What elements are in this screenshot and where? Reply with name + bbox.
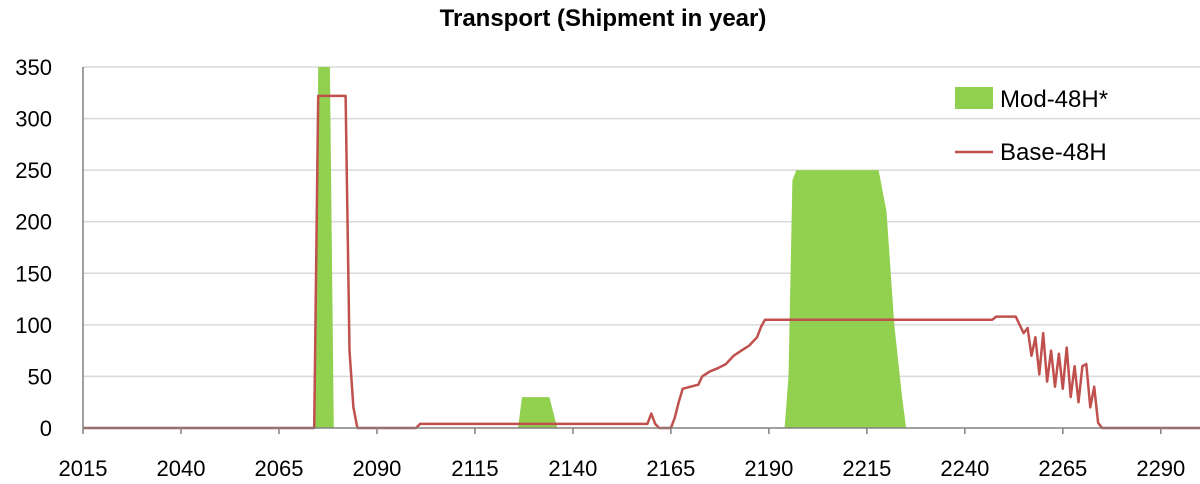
x-tick-label-2040: 2040: [157, 456, 206, 481]
y-tick-label-150: 150: [15, 261, 52, 286]
x-tick-label-2240: 2240: [940, 456, 989, 481]
grid-lines: [83, 66, 1200, 378]
x-tick-label-2165: 2165: [646, 456, 695, 481]
series-line-base-48h: [83, 94, 1200, 430]
x-tick-label-2015: 2015: [59, 456, 108, 481]
x-tick-label-2090: 2090: [352, 456, 401, 481]
series-area-mod-48h: [83, 67, 1200, 428]
x-tick-label-2140: 2140: [548, 456, 597, 481]
y-tick-label-350: 350: [15, 55, 52, 80]
y-tick-label-100: 100: [15, 313, 52, 338]
x-axis-tick-labels: 2015 2040 2065 2090 2115 2140 2165 2190 2215 2240…: [59, 456, 1186, 481]
chart-title: Transport (Shipment in year): [440, 5, 767, 32]
y-tick-label-300: 300: [15, 107, 52, 132]
y-tick-label-0: 0: [40, 416, 52, 441]
x-tick-label-2115: 2115: [451, 456, 498, 481]
legend-label-base-48h: Base-48H: [1000, 139, 1107, 166]
legend-swatch-mod-48h: [955, 87, 993, 109]
x-tick-label-2290: 2290: [1136, 456, 1185, 481]
y-tick-label-200: 200: [15, 210, 52, 235]
series-layer: [83, 67, 1200, 430]
x-tick-label-2065: 2065: [254, 456, 303, 481]
x-tick-label-2215: 2215: [842, 456, 891, 481]
y-axis-tick-labels: 0 50 100 150 200 250 300 350: [15, 55, 52, 441]
axes: [82, 67, 1200, 434]
x-tick-label-2265: 2265: [1038, 456, 1087, 481]
y-tick-label-250: 250: [15, 158, 52, 183]
x-tick-label-2190: 2190: [744, 456, 793, 481]
y-tick-label-50: 50: [28, 364, 52, 389]
legend: Mod-48H* Base-48H: [955, 86, 1108, 166]
legend-label-mod-48h: Mod-48H*: [1000, 86, 1108, 113]
